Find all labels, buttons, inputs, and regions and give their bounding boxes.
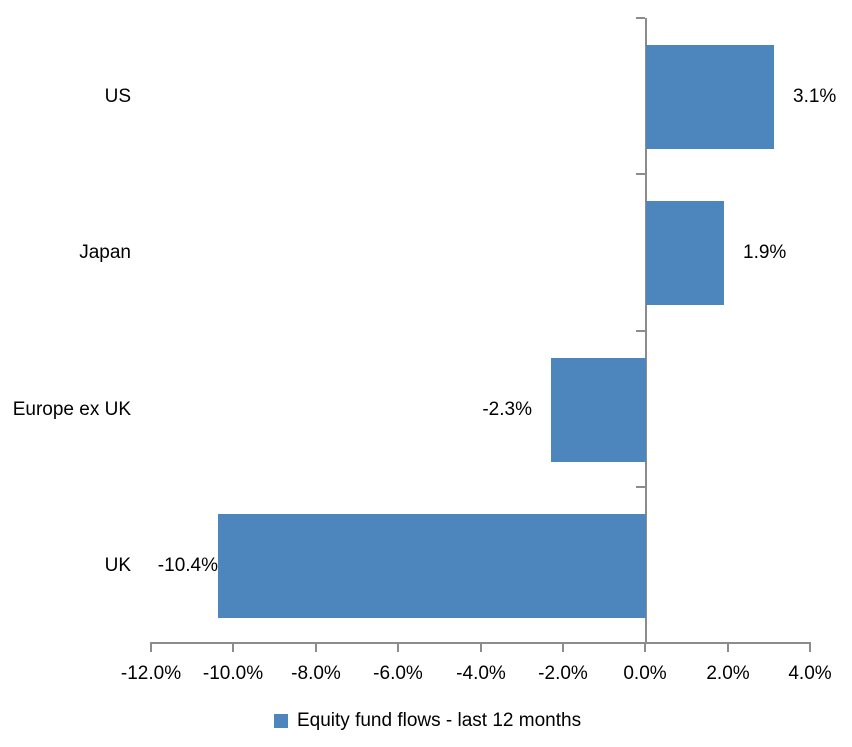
category-label-uk: UK [104, 555, 131, 576]
data-label-uk: -10.4% [157, 555, 218, 576]
data-label-us: 3.1% [793, 86, 837, 107]
x-axis-tick [727, 643, 729, 652]
y-axis-tick [636, 642, 645, 644]
category-label-us: US [104, 86, 131, 107]
bar-japan [646, 201, 724, 305]
y-axis-tick [636, 17, 645, 19]
y-axis-tick [636, 173, 645, 175]
data-label-europe-ex-uk: -2.3% [482, 399, 532, 420]
legend-swatch-icon [274, 714, 288, 728]
category-label-europe-ex-uk: Europe ex UK [12, 399, 131, 420]
x-tick-label: 0.0% [623, 663, 667, 684]
x-tick-label: -10.0% [202, 663, 264, 684]
category-label-japan: Japan [79, 242, 131, 263]
x-tick-label: 4.0% [788, 663, 832, 684]
x-tick-label: 2.0% [706, 663, 750, 684]
x-tick-label: -12.0% [120, 663, 182, 684]
x-tick-label: -4.0% [456, 663, 506, 684]
x-axis-tick [562, 643, 564, 652]
y-axis-tick [636, 330, 645, 332]
x-tick-label: -6.0% [373, 663, 423, 684]
x-axis-tick [644, 643, 646, 652]
x-axis-tick [232, 643, 234, 652]
bar-uk [218, 514, 646, 618]
legend-label: Equity fund flows - last 12 months [297, 710, 582, 731]
x-tick-label: -2.0% [538, 663, 588, 684]
bar-us [646, 45, 774, 149]
legend: Equity fund flows - last 12 months [274, 709, 581, 733]
x-axis-tick [480, 643, 482, 652]
x-axis-tick [150, 643, 152, 652]
data-label-japan: 1.9% [743, 242, 787, 263]
x-axis-tick [809, 643, 811, 652]
y-axis-tick [636, 486, 645, 488]
bar-europe-ex-uk [551, 358, 646, 462]
x-axis-tick [397, 643, 399, 652]
x-axis-tick [315, 643, 317, 652]
x-tick-label: -8.0% [291, 663, 341, 684]
y-axis-line [645, 18, 647, 643]
